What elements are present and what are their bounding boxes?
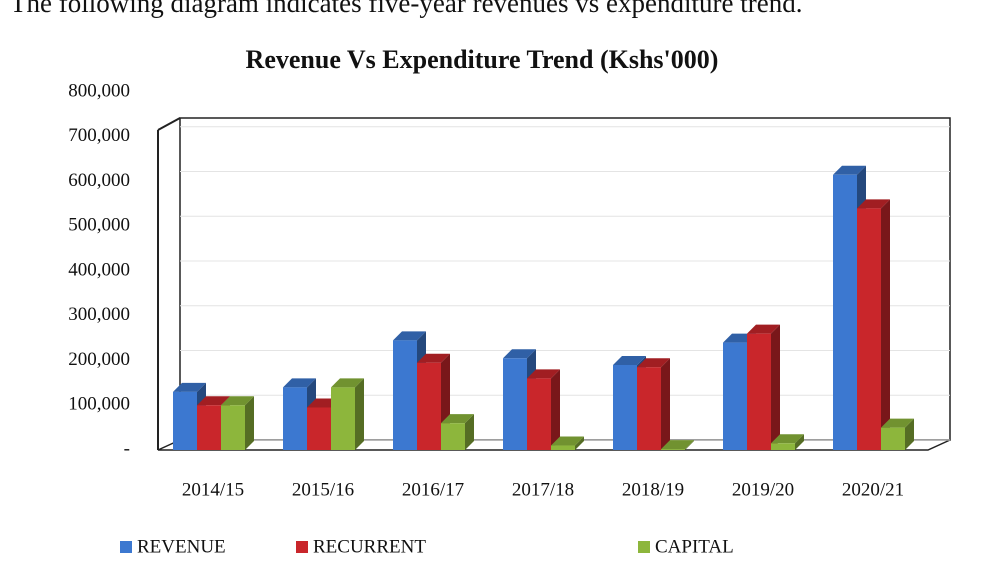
bar-top [441, 414, 474, 424]
bar [833, 174, 857, 450]
legend-label: REVENUE [137, 536, 226, 557]
bar-top [221, 396, 254, 406]
bar-top [747, 324, 780, 334]
bar-side [661, 358, 670, 450]
bar [173, 391, 197, 450]
bar-side [905, 418, 914, 450]
chart-title: Revenue Vs Expenditure Trend (Kshs'000) [246, 45, 719, 74]
y-tick-label: 800,000 [68, 80, 130, 101]
y-tick-label: - [124, 438, 130, 459]
bar [221, 405, 245, 450]
bar-side [795, 434, 804, 450]
bar [393, 340, 417, 450]
bar-side [245, 396, 254, 450]
bar-top [283, 378, 316, 388]
bar-top [771, 434, 804, 444]
bar-side [575, 436, 584, 450]
bar [283, 387, 307, 450]
bar [613, 364, 637, 450]
x-tick-label: 2017/18 [512, 479, 574, 500]
x-tick-label: 2016/17 [402, 479, 464, 500]
bar [441, 423, 465, 450]
bar [503, 358, 527, 450]
bar-top [197, 396, 230, 406]
x-tick-label: 2019/20 [732, 479, 794, 500]
bar-top [881, 418, 914, 428]
y-tick-label: 100,000 [68, 394, 130, 415]
y-tick-label: 200,000 [68, 349, 130, 370]
bar-top [833, 165, 866, 175]
bar [881, 427, 905, 450]
legend-swatch [638, 541, 650, 553]
y-tick-label: 700,000 [68, 125, 130, 146]
bar [331, 387, 355, 450]
bar-top [613, 355, 646, 365]
bar-side [771, 324, 780, 450]
bar-top [331, 378, 364, 388]
x-tick-label: 2014/15 [182, 479, 244, 500]
bar [551, 445, 575, 450]
bar [527, 378, 551, 450]
bar-top [857, 199, 890, 209]
bar-side [551, 369, 560, 450]
bar-side [355, 378, 364, 450]
x-tick-label: 2018/19 [622, 479, 684, 500]
bar-top [173, 382, 206, 392]
bar-top [417, 353, 450, 363]
bar [307, 407, 331, 450]
bar-top [527, 369, 560, 379]
caption: The following diagram indicates five-yea… [10, 0, 802, 18]
y-tick-label: 600,000 [68, 170, 130, 191]
y-tick-label: 500,000 [68, 215, 130, 236]
legend-label: CAPITAL [655, 536, 734, 557]
bar-top [393, 331, 426, 341]
bar-top [503, 349, 536, 359]
x-tick-label: 2015/16 [292, 479, 354, 500]
bar [857, 208, 881, 450]
bar [747, 333, 771, 450]
legend-swatch [296, 541, 308, 553]
x-tick-label: 2020/21 [842, 479, 904, 500]
bar-side [685, 440, 694, 450]
legend-label: RECURRENT [313, 536, 426, 557]
bar [723, 342, 747, 450]
side-wall-top [157, 117, 181, 131]
y-tick-label: 300,000 [68, 304, 130, 325]
legend-swatch [120, 541, 132, 553]
bar-top [637, 358, 670, 368]
bar [771, 443, 795, 450]
bar-top [551, 436, 584, 446]
bar-side [465, 414, 474, 450]
bar-top [661, 440, 694, 450]
bar [417, 362, 441, 450]
bar [637, 367, 661, 450]
y-tick-label: 400,000 [68, 259, 130, 280]
bar [661, 449, 685, 450]
bar-side [881, 199, 890, 450]
bar [197, 405, 221, 450]
